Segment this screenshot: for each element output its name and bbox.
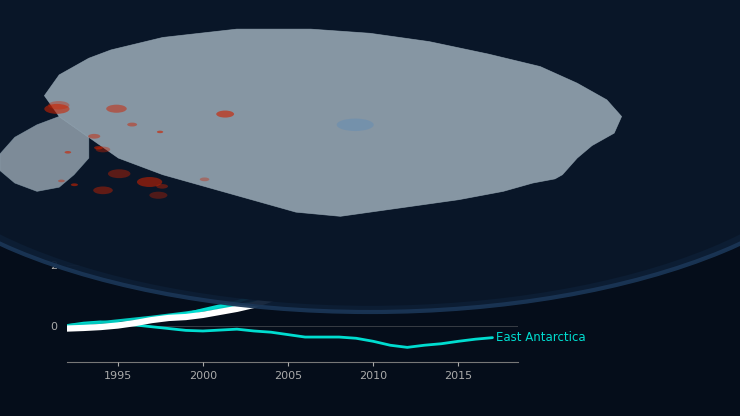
Text: Total: Total <box>496 66 524 79</box>
Text: West Antarctica: West Antarctica <box>496 119 589 132</box>
Text: East Antarctica: East Antarctica <box>496 331 585 344</box>
Text: Antarctic Peninsula: Antarctic Peninsula <box>496 263 609 276</box>
Title: Antarctic Ice Sheet Contribution to Global Sea Level: Antarctic Ice Sheet Contribution to Glob… <box>93 17 491 32</box>
